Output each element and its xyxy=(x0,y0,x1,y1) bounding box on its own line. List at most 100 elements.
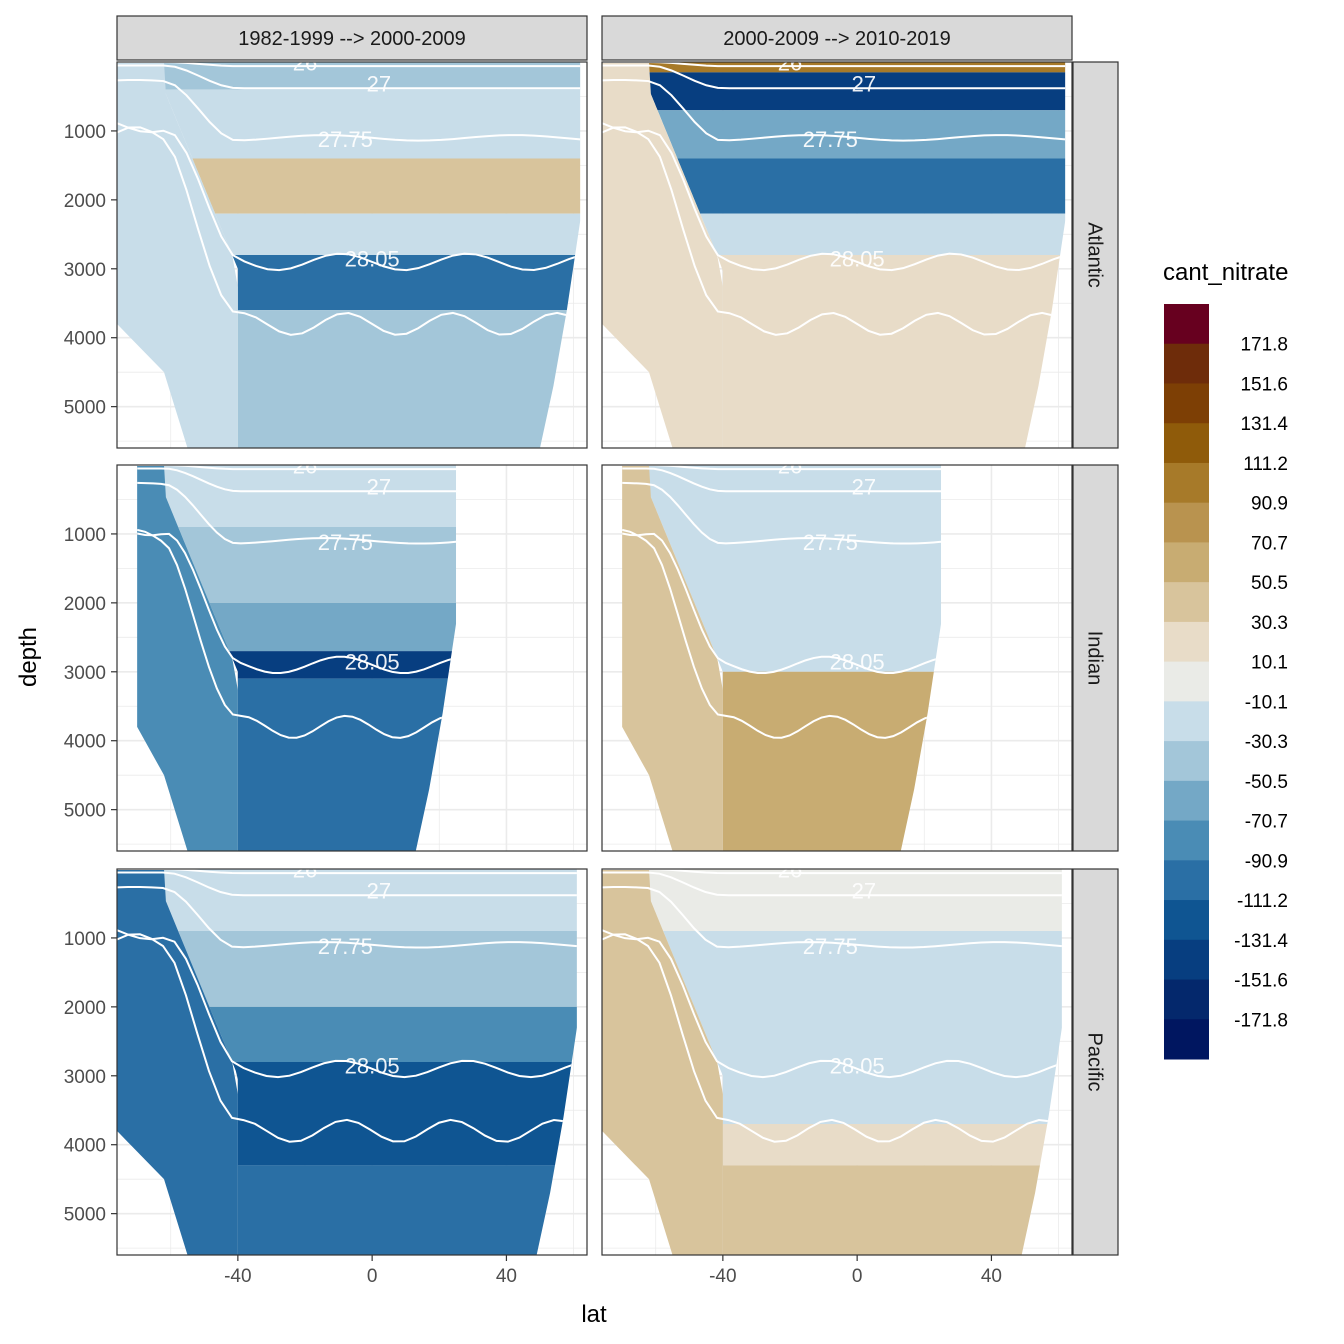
field-layer xyxy=(649,869,1062,932)
field-layer xyxy=(192,158,581,214)
panel-pacific-2: 26 27 27.75 28.05 xyxy=(601,857,1073,1256)
y-tick-label: 4000 xyxy=(64,732,106,753)
isopycnal-line xyxy=(602,869,1062,875)
panel-indian-2: 26 27 27.75 28.05 xyxy=(601,453,1073,852)
isopycnal-label: 27.75 xyxy=(318,934,373,959)
isopycnal-label: 27.75 xyxy=(803,127,858,152)
southern-water-mass xyxy=(117,62,238,448)
y-tick-label: 1000 xyxy=(64,525,106,546)
field-layer xyxy=(215,213,581,255)
isopycnal-line xyxy=(622,465,942,471)
column-strip-label: 1982-1999 --> 2000-2009 xyxy=(238,28,465,50)
panel-border xyxy=(116,868,588,1256)
isopycnal-label: 27 xyxy=(852,72,876,97)
isopycnal-line xyxy=(117,869,577,875)
isopycnal-line xyxy=(602,62,1066,68)
legend-swatch xyxy=(1164,502,1209,543)
southern-water-mass xyxy=(117,869,238,1255)
row-strip-label: Pacific xyxy=(1084,1033,1106,1092)
field-layer xyxy=(649,72,1066,111)
isopycnal-label: 27 xyxy=(852,879,876,904)
field-layer xyxy=(229,651,457,679)
isopycnal-label: 26 xyxy=(293,453,317,478)
field-layer xyxy=(663,527,942,672)
legend-break-label: 131.4 xyxy=(1240,414,1288,435)
isopycnal-line xyxy=(602,933,1062,1143)
isopycnal-line xyxy=(602,885,1062,949)
legend-swatch xyxy=(1164,900,1209,941)
panel-indian-1: 26 27 27.75 28.05 xyxy=(116,453,588,852)
field-layer xyxy=(209,602,457,652)
panel-border xyxy=(116,464,588,852)
legend-swatch xyxy=(1164,780,1209,822)
isopycnal-line xyxy=(602,126,1066,336)
isopycnal-label: 26 xyxy=(293,857,317,882)
legend-title: cant_nitrate xyxy=(1163,259,1288,286)
concentration-field xyxy=(117,62,581,448)
isopycnal-line xyxy=(602,929,1062,1079)
legend-break-label: 30.3 xyxy=(1251,613,1288,634)
isopycnal-label: 28.05 xyxy=(345,247,400,272)
field-layer xyxy=(237,310,581,448)
legend-break-label: 90.9 xyxy=(1251,494,1288,515)
y-tick-label: 1000 xyxy=(64,122,106,143)
field-layer xyxy=(722,671,942,851)
field-layer xyxy=(649,62,1066,73)
southern-water-mass xyxy=(602,869,723,1255)
legend-swatch xyxy=(1164,542,1209,583)
isopycnal-line xyxy=(117,64,581,90)
isopycnal-line xyxy=(602,122,1066,272)
isopycnal-line xyxy=(137,467,457,493)
field-layer xyxy=(237,678,457,851)
field-layer xyxy=(657,110,1066,159)
legend-break-label: -131.4 xyxy=(1234,931,1288,952)
isopycnal-line xyxy=(137,532,457,675)
isopycnal-line xyxy=(622,467,942,493)
legend-break-label: 151.6 xyxy=(1240,374,1288,395)
isopycnal-label: 26 xyxy=(778,453,802,478)
field-layer xyxy=(232,1062,577,1166)
y-tick-label: 5000 xyxy=(64,801,106,822)
y-tick-label: 1000 xyxy=(64,929,106,950)
legend-swatch xyxy=(1164,304,1209,345)
panel-border xyxy=(116,61,588,449)
legend-swatch xyxy=(1164,939,1209,981)
isopycnal-label: 27 xyxy=(367,879,391,904)
x-tick-label: -40 xyxy=(709,1266,736,1287)
legend-break-label: 70.7 xyxy=(1251,533,1288,554)
y-tick-label: 3000 xyxy=(64,663,106,684)
y-tick-label: 4000 xyxy=(64,1136,106,1157)
x-tick-label: 0 xyxy=(367,1266,378,1287)
legend-swatch xyxy=(1164,1019,1209,1060)
row-strip xyxy=(1072,868,1119,1256)
y-tick-label: 2000 xyxy=(64,594,106,615)
isopycnal-line xyxy=(117,62,581,68)
legend-break-label: -50.5 xyxy=(1245,772,1288,793)
field-layer xyxy=(164,62,581,90)
row-strip-label: Indian xyxy=(1084,631,1106,686)
axes-layer: 1000200030004000500010002000300040005000… xyxy=(64,122,1002,1287)
isopycnal-label: 27.75 xyxy=(803,530,858,555)
legend-swatch xyxy=(1164,701,1209,742)
legend-break-label: 50.5 xyxy=(1251,573,1288,594)
panels-layer: 26 27 27.75 28.05 26 27 27.75 28.05 26 27 27.75 28.… xyxy=(116,50,1073,1256)
isopycnal-label: 27.75 xyxy=(803,934,858,959)
legend: cant_nitrate 171.8 151.6 131.4 111.2 90.9 70.… xyxy=(1163,259,1288,1060)
isopycnal-line xyxy=(622,532,942,675)
y-axis-title: depth xyxy=(15,627,42,687)
isopycnal-line xyxy=(117,871,577,897)
isopycnal-line xyxy=(622,528,942,739)
row-strip xyxy=(1072,61,1119,449)
legend-swatch xyxy=(1164,383,1209,424)
field-layer xyxy=(237,1165,577,1255)
legend-swatch xyxy=(1164,423,1209,464)
legend-swatch xyxy=(1164,661,1209,702)
y-tick-label: 3000 xyxy=(64,1067,106,1088)
isopycnal-line xyxy=(137,528,457,739)
legend-swatch xyxy=(1164,621,1209,663)
concentration-field xyxy=(602,869,1062,1255)
isopycnal-label: 27 xyxy=(367,475,391,500)
column-strip xyxy=(601,15,1073,61)
isopycnal-label: 28.05 xyxy=(830,1054,885,1079)
x-tick-label: -40 xyxy=(224,1266,251,1287)
